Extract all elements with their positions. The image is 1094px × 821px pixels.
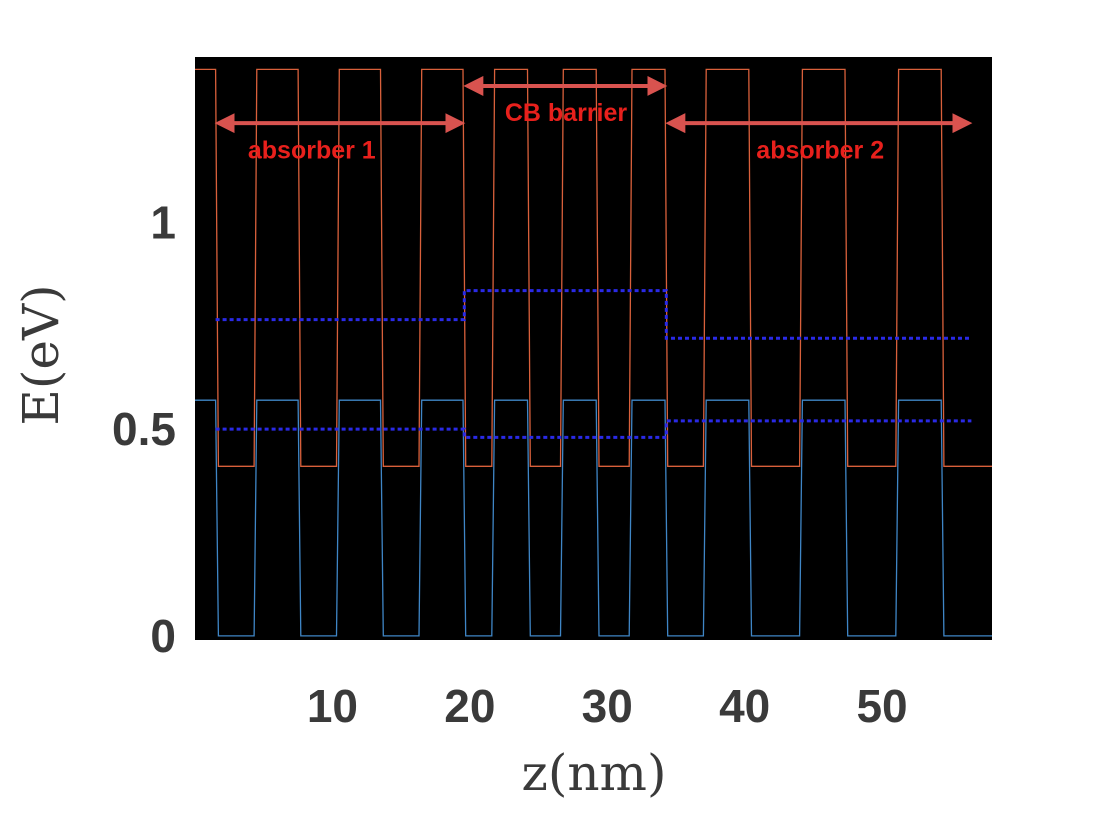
valence-band-line	[195, 399, 992, 637]
hole-quasi-fermi-level-line	[215, 419, 972, 439]
electron-quasi-fermi-level-line	[215, 289, 972, 340]
annotations: absorber 1 CB barrier absorber 2	[214, 75, 973, 164]
absorber-2-label: absorber 2	[756, 136, 884, 164]
x-tick-label: 50	[856, 680, 907, 732]
conduction-band-line	[195, 68, 992, 467]
x-tick-label: 40	[719, 680, 770, 732]
absorber-1-label: absorber 1	[248, 136, 376, 164]
x-tick-label: 20	[444, 680, 495, 732]
x-tick-label: 30	[582, 680, 633, 732]
y-axis-label: E(eV)	[12, 284, 70, 425]
x-tick-label: 10	[307, 680, 358, 732]
cb-barrier-label: CB barrier	[505, 99, 628, 127]
plot-area	[195, 57, 992, 640]
x-axis: 10 20 30 40 50	[307, 680, 908, 732]
y-tick-label: 1	[150, 196, 176, 248]
plot-content	[195, 68, 992, 637]
y-axis: 00.51	[112, 196, 176, 661]
y-tick-label: 0	[150, 610, 176, 662]
x-axis-label: z(nm)	[522, 744, 667, 802]
y-tick-label: 0.5	[112, 403, 176, 455]
